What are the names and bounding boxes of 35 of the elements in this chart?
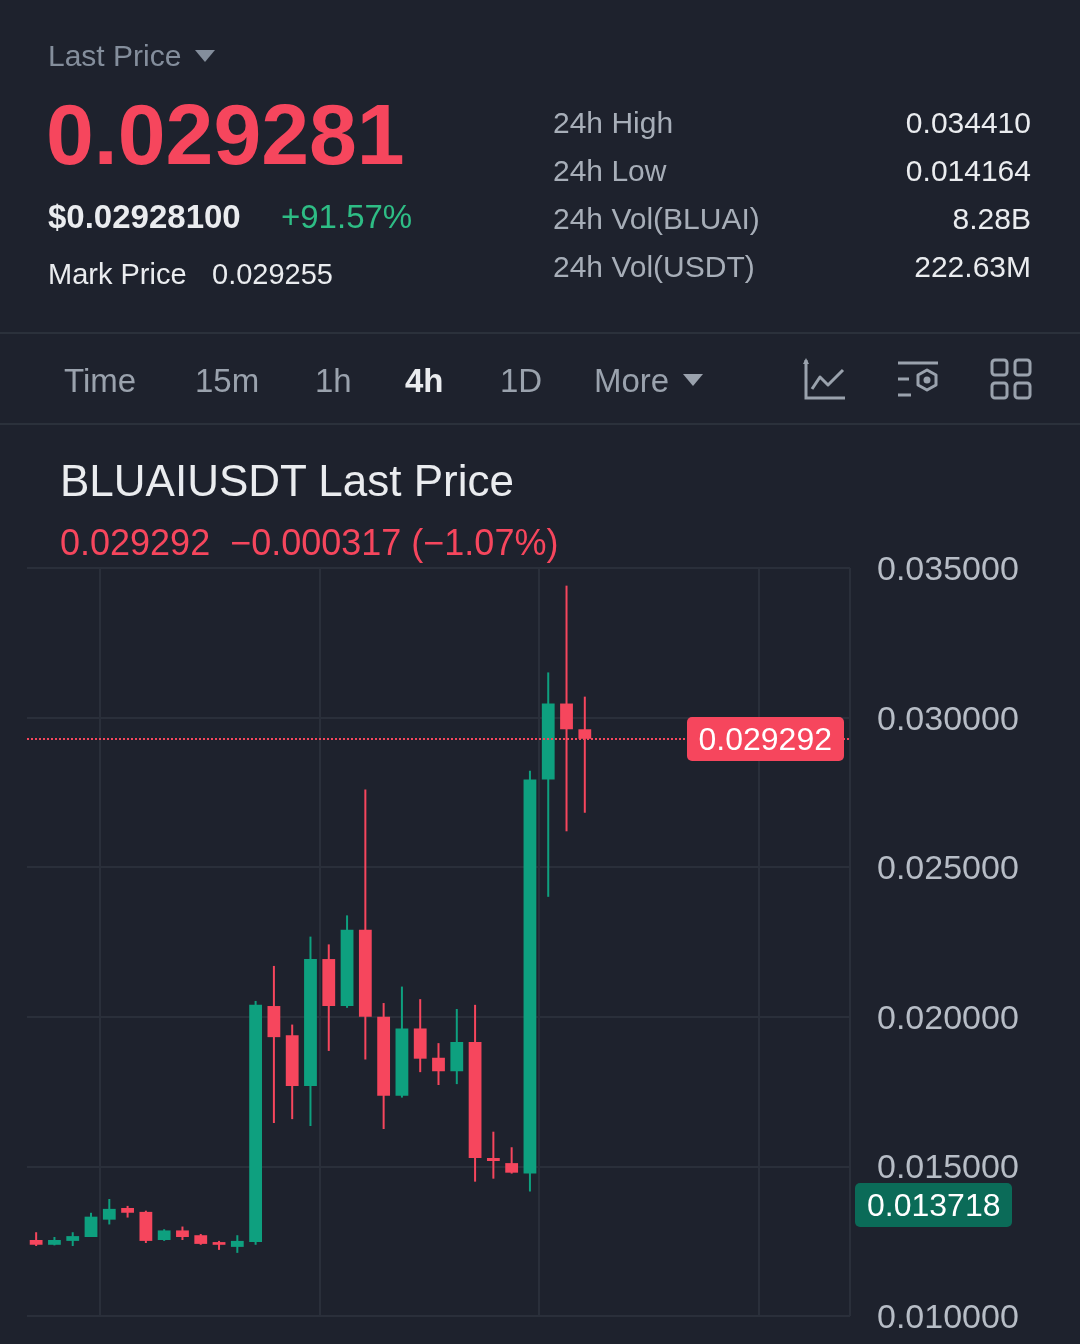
text: 4h <box>405 361 444 399</box>
candlestick <box>432 1042 445 1087</box>
text: 15m <box>195 361 260 399</box>
text: $0.02928100 <box>48 197 241 235</box>
y-tick-label: 0.020000 <box>877 997 1019 1036</box>
text: +91.57% <box>281 197 413 235</box>
y-tick-label: 0.010000 <box>877 1297 1019 1335</box>
candlestick <box>102 1198 116 1226</box>
text: 24h Low <box>553 154 667 187</box>
text: 0.013718 <box>867 1187 1001 1223</box>
text: 1h <box>315 361 352 399</box>
text: 0.029281 <box>46 86 405 182</box>
text: 0.029255 <box>212 257 333 290</box>
y-tick-label: 0.035000 <box>877 549 1019 587</box>
text: 8.28B <box>952 202 1031 235</box>
y-tick-label: 0.015000 <box>877 1147 1019 1186</box>
text: 24h Vol(BLUAI) <box>553 202 760 235</box>
text: 24h Vol(USDT) <box>553 250 755 283</box>
chart-title: BLUAIUSDT Last Price <box>60 455 515 505</box>
candlestick <box>505 1146 519 1175</box>
text: 24h High <box>553 106 674 139</box>
text: More <box>594 361 670 399</box>
text: Mark Price <box>48 257 187 290</box>
text: 1D <box>500 361 543 399</box>
ref-line-label: 0.029292 <box>686 716 844 761</box>
text: 222.63M <box>914 250 1031 283</box>
chart-subtitle: 0.029292 −0.000317 (−1.07%) <box>60 521 559 563</box>
y-tick-label: 0.030000 <box>877 698 1019 737</box>
y-tick-label: 0.025000 <box>877 848 1019 887</box>
candlestick <box>84 1211 98 1239</box>
text: 0.014164 <box>905 154 1031 187</box>
text: Last Price <box>48 39 182 72</box>
candlestick <box>486 1130 500 1180</box>
text: Time <box>64 361 137 399</box>
text: 0.034410 <box>905 106 1031 139</box>
